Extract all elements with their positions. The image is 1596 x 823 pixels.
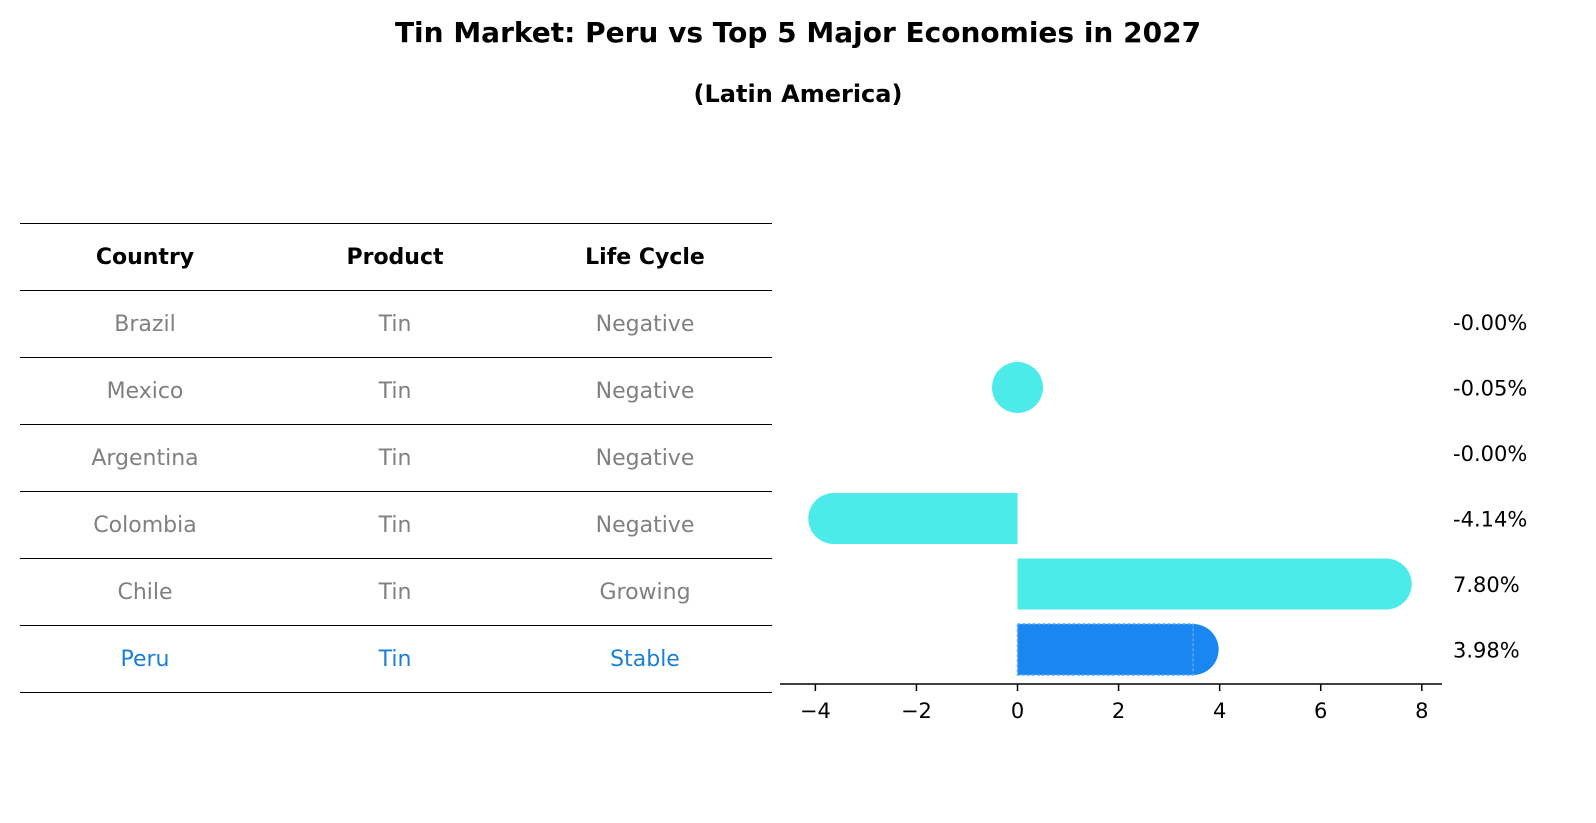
chart-title: Tin Market: Peru vs Top 5 Major Economie… — [394, 16, 1202, 49]
x-tick-label: 4 — [1213, 699, 1226, 723]
bar — [1016, 623, 1219, 676]
chart-subtitle: (Latin America) — [693, 80, 903, 108]
table-row: Chile Tin Growing — [20, 558, 772, 625]
x-tick-label: 0 — [1011, 699, 1024, 723]
table-cell: Tin — [378, 512, 412, 538]
table-cell: Negative — [595, 512, 695, 538]
table-row: Mexico Tin Negative — [20, 357, 772, 424]
table-cell: Negative — [595, 378, 695, 404]
table-cell: Colombia — [93, 512, 197, 538]
column-header: Life Cycle — [585, 244, 705, 270]
data-table: Country Product Life Cycle Brazil Tin Negativ… — [20, 223, 772, 693]
bar-chart: -0.00% -0.05% -0.00% -4.14% 7.80% 3.98% −4 −2 0 2… — [780, 311, 1527, 723]
value-label: -0.05% — [1453, 377, 1527, 401]
table-row: Colombia Tin Negative — [20, 491, 772, 558]
x-tick-label: 8 — [1415, 699, 1428, 723]
table-cell: Stable — [610, 646, 680, 672]
bar-body — [833, 493, 1018, 544]
value-label: -4.14% — [1453, 508, 1527, 532]
table-cell: Growing — [599, 579, 691, 605]
bar-cap — [992, 362, 1044, 413]
table-cell: Argentina — [91, 445, 199, 471]
bar-body — [1017, 558, 1387, 610]
value-label: -0.00% — [1453, 311, 1527, 335]
table-cell: Tin — [378, 311, 412, 337]
table-cell: Tin — [378, 646, 412, 672]
table-cell: Chile — [117, 579, 173, 605]
x-tick-label: 2 — [1112, 699, 1125, 723]
table-cell: Negative — [595, 311, 695, 337]
table-cell: Mexico — [106, 378, 184, 404]
table-cell: Tin — [378, 378, 412, 404]
bar-cap — [1360, 558, 1412, 610]
value-label: 3.98% — [1453, 639, 1520, 663]
bar-highlight-outline — [1016, 623, 1194, 676]
bar — [1017, 558, 1412, 610]
table-header-row: Country Product Life Cycle — [20, 223, 772, 290]
value-label: -0.00% — [1453, 442, 1527, 466]
bar-body — [1017, 624, 1194, 675]
table-cell: Tin — [378, 579, 412, 605]
table-cell: Brazil — [114, 311, 176, 337]
table-row: Argentina Tin Negative — [20, 424, 772, 491]
table-cell: Negative — [595, 445, 695, 471]
table-cell: Peru — [120, 646, 170, 672]
table-row: Brazil Tin Negative — [20, 290, 772, 357]
bar — [808, 493, 1018, 544]
column-header: Country — [95, 244, 195, 270]
bar — [992, 362, 1044, 413]
bar-cap — [808, 493, 860, 544]
x-tick-label: −2 — [901, 699, 932, 723]
table-row: Peru Tin Stable — [20, 625, 772, 693]
column-header: Product — [346, 244, 444, 270]
x-tick-label: −4 — [800, 699, 831, 723]
value-label: 7.80% — [1453, 573, 1520, 597]
table-cell: Tin — [378, 445, 412, 471]
x-tick-label: 6 — [1314, 699, 1327, 723]
